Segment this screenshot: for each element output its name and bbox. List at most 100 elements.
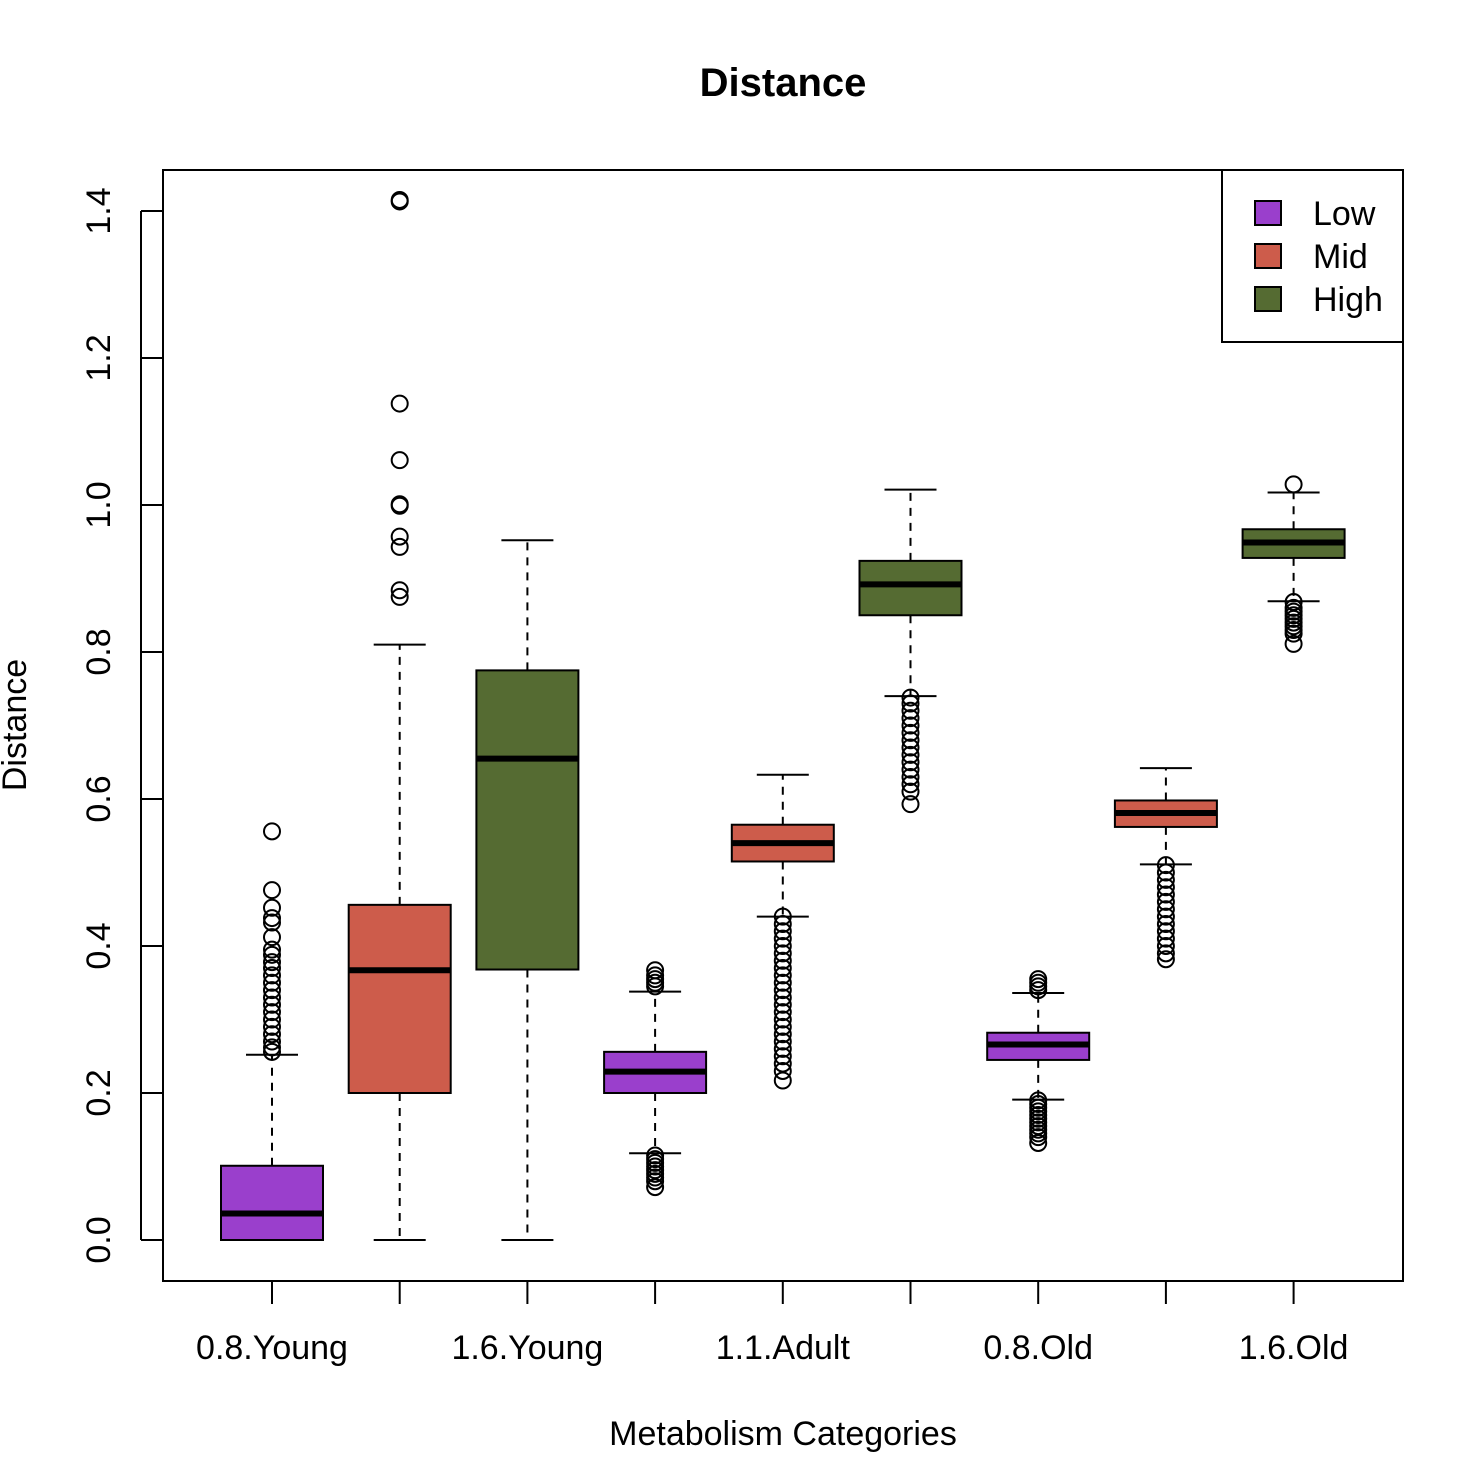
x-tick-label: 0.8.Old bbox=[983, 1329, 1093, 1367]
box-iqr bbox=[347, 903, 452, 1095]
outlier-point bbox=[901, 738, 920, 757]
outlier-point bbox=[263, 953, 281, 972]
box-group bbox=[1113, 767, 1218, 969]
outlier-point bbox=[263, 822, 281, 841]
outlier-point bbox=[263, 881, 281, 900]
y-tick-label: 0.0 bbox=[80, 1216, 118, 1263]
outlier-point bbox=[773, 929, 792, 948]
outlier-point bbox=[390, 527, 409, 546]
outlier-point bbox=[1156, 878, 1175, 897]
outlier-point bbox=[263, 1025, 281, 1044]
y-tick-label: 1.4 bbox=[80, 187, 118, 234]
outlier-point bbox=[1156, 892, 1175, 911]
outlier-point bbox=[390, 581, 409, 600]
box-iqr bbox=[858, 559, 963, 617]
outlier-point bbox=[263, 959, 281, 978]
outlier-point bbox=[390, 192, 409, 211]
outlier-point bbox=[1156, 914, 1175, 933]
y-axis-label: Distance bbox=[0, 659, 34, 791]
x-tick-label: 0.8.Young bbox=[196, 1329, 348, 1367]
box-group bbox=[986, 970, 1091, 1152]
outlier-point bbox=[773, 1017, 792, 1036]
outlier-point bbox=[263, 981, 281, 1000]
outlier-point bbox=[646, 1178, 665, 1197]
outlier-point bbox=[263, 988, 281, 1007]
legend-swatch bbox=[1254, 200, 1282, 226]
outlier-point bbox=[773, 937, 792, 955]
plot-frame bbox=[162, 169, 1404, 1282]
outlier-point bbox=[1284, 624, 1303, 643]
chart-title: Distance bbox=[700, 61, 867, 105]
outlier-point bbox=[773, 995, 792, 1014]
outlier-point bbox=[646, 977, 665, 996]
outlier-point bbox=[263, 1003, 281, 1022]
outlier-point bbox=[1029, 1128, 1048, 1147]
legend-frame bbox=[1221, 169, 1404, 343]
outlier-point bbox=[901, 723, 920, 742]
outlier-point bbox=[1284, 475, 1303, 494]
outlier-point bbox=[773, 1025, 792, 1044]
outlier-point bbox=[1156, 863, 1175, 882]
outlier-point bbox=[1156, 950, 1175, 969]
outlier-point bbox=[390, 451, 409, 470]
outlier-point bbox=[1284, 634, 1303, 653]
box-group bbox=[730, 773, 835, 1090]
legend-label: Low bbox=[1313, 195, 1376, 233]
outlier-point bbox=[1156, 922, 1175, 941]
legend: Low Mid High bbox=[1221, 169, 1404, 343]
y-tick-label: 0.8 bbox=[80, 628, 118, 675]
outlier-point bbox=[1029, 981, 1048, 1000]
outlier-point bbox=[1156, 944, 1175, 963]
x-axis: 0.8.Young 1.6.Young 1.1.Adult 0.8.Old 1.6.Ol… bbox=[196, 1281, 1348, 1367]
box-iqr bbox=[475, 669, 580, 971]
outlier-point bbox=[1156, 937, 1175, 955]
outlier-point bbox=[390, 496, 409, 515]
box-group bbox=[603, 961, 708, 1197]
outlier-point bbox=[901, 688, 920, 707]
y-tick-label: 0.6 bbox=[80, 775, 118, 822]
x-axis-label: Metabolism Categories bbox=[609, 1415, 957, 1453]
outlier-point bbox=[263, 995, 281, 1014]
outlier-point bbox=[773, 922, 792, 941]
outlier-point bbox=[773, 944, 792, 963]
outlier-point bbox=[263, 1038, 281, 1057]
outlier-point bbox=[901, 709, 920, 728]
outlier-point bbox=[773, 914, 792, 933]
outlier-point bbox=[1156, 885, 1175, 904]
outlier-point bbox=[773, 1032, 792, 1051]
outlier-point bbox=[901, 760, 920, 779]
y-tick-label: 1.0 bbox=[80, 481, 118, 528]
outlier-point bbox=[263, 909, 281, 928]
outlier-point bbox=[263, 1032, 281, 1051]
outlier-point bbox=[263, 945, 281, 964]
outlier-point bbox=[901, 767, 920, 786]
outlier-point bbox=[773, 1061, 792, 1080]
legend-swatch bbox=[1254, 286, 1282, 312]
outlier-point bbox=[773, 959, 792, 978]
outlier-point bbox=[901, 775, 920, 794]
outlier-point bbox=[263, 913, 281, 932]
outlier-point bbox=[901, 782, 920, 801]
x-tick-label: 1.6.Old bbox=[1239, 1329, 1349, 1367]
outlier-point bbox=[773, 988, 792, 1007]
outlier-point bbox=[263, 1010, 281, 1029]
outlier-point bbox=[646, 1172, 665, 1191]
box-group bbox=[858, 488, 963, 814]
y-tick-label: 1.2 bbox=[80, 334, 118, 381]
outlier-point bbox=[901, 753, 920, 772]
outlier-point bbox=[773, 1047, 792, 1066]
outlier-point bbox=[901, 694, 920, 713]
outlier-point bbox=[263, 898, 281, 917]
y-axis: 0.0 0.2 0.4 0.6 0.8 1.0 1.2 1.4 bbox=[80, 187, 163, 1264]
box-group bbox=[347, 190, 452, 1241]
outlier-point bbox=[390, 587, 409, 606]
outlier-point bbox=[1156, 856, 1175, 875]
outlier-point bbox=[773, 973, 792, 992]
x-tick-label: 1.1.Adult bbox=[716, 1329, 851, 1367]
box-group bbox=[475, 539, 580, 1241]
outlier-point bbox=[773, 951, 792, 970]
x-tick-label: 1.6.Young bbox=[451, 1329, 603, 1367]
outlier-point bbox=[1029, 1133, 1048, 1152]
box-iqr bbox=[220, 1164, 324, 1242]
outlier-point bbox=[773, 907, 792, 926]
